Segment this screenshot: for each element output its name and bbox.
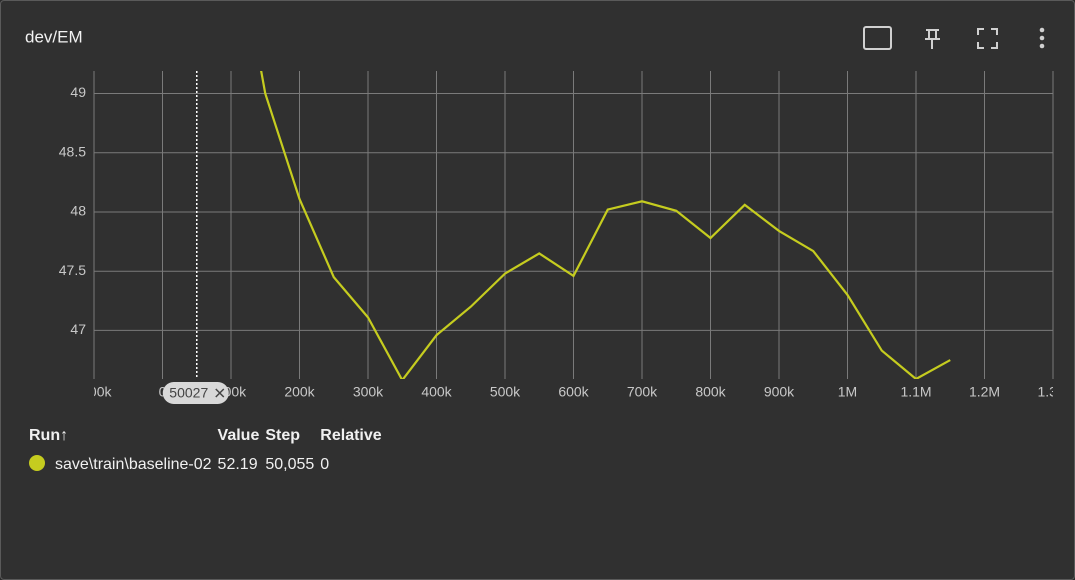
- x-tick-label: 600k: [558, 384, 589, 400]
- cursor-label: 50027: [169, 385, 208, 401]
- col-header: Relative: [320, 427, 382, 444]
- x-tick-label: 1.2M: [969, 384, 1000, 400]
- run-name: save\train\baseline-02: [55, 456, 212, 473]
- x-tick-label: 500k: [490, 384, 521, 400]
- menu-button[interactable]: [1039, 27, 1045, 49]
- x-tick-label: 900k: [764, 384, 795, 400]
- x-tick-label: 1.3M: [1037, 384, 1068, 400]
- y-tick-label: 47: [70, 321, 86, 337]
- fullscreen-button[interactable]: [977, 28, 998, 49]
- y-tick-label: 49: [70, 84, 86, 100]
- x-tick-label: 700k: [627, 384, 658, 400]
- x-tick-label: 1.1M: [900, 384, 931, 400]
- x-tick-label: 300k: [353, 384, 384, 400]
- x-tick-label: 1M: [838, 384, 857, 400]
- col-header: Step: [265, 427, 301, 444]
- series-line: [260, 71, 951, 379]
- step-cell: 50,055: [265, 455, 315, 473]
- cursor-chip: [162, 382, 229, 404]
- chart: dev/EM -100k 0 100k 200k 300k 400k 500k 600k 700…: [25, 26, 1068, 404]
- x-tick-label: -100k: [76, 384, 112, 400]
- col-header: Value: [217, 427, 260, 444]
- y-tick-label: 47.5: [59, 262, 86, 278]
- y-tick-label: 48.5: [59, 143, 86, 159]
- value-cell: 52.19: [217, 455, 258, 473]
- toolbar[interactable]: [863, 26, 1045, 50]
- col-header[interactable]: Run↑: [29, 427, 69, 444]
- chart-title: dev/EM: [25, 27, 83, 46]
- x-tick-label: 400k: [421, 384, 452, 400]
- pin-button[interactable]: [925, 29, 940, 49]
- x-tick-label: 0: [159, 384, 167, 400]
- relative-cell: 0: [320, 455, 330, 473]
- cursor-close[interactable]: [215, 388, 225, 398]
- run-table: Run↑ Value Step Relative save\train\baselin…: [29, 427, 388, 474]
- fit-button[interactable]: [863, 26, 892, 50]
- run-color: [29, 455, 45, 471]
- y-tick-label: 48: [70, 203, 86, 219]
- x-tick-label: 200k: [284, 384, 315, 400]
- x-tick-label: 800k: [695, 384, 726, 400]
- run-cell: save\train\baseline-02: [29, 455, 218, 474]
